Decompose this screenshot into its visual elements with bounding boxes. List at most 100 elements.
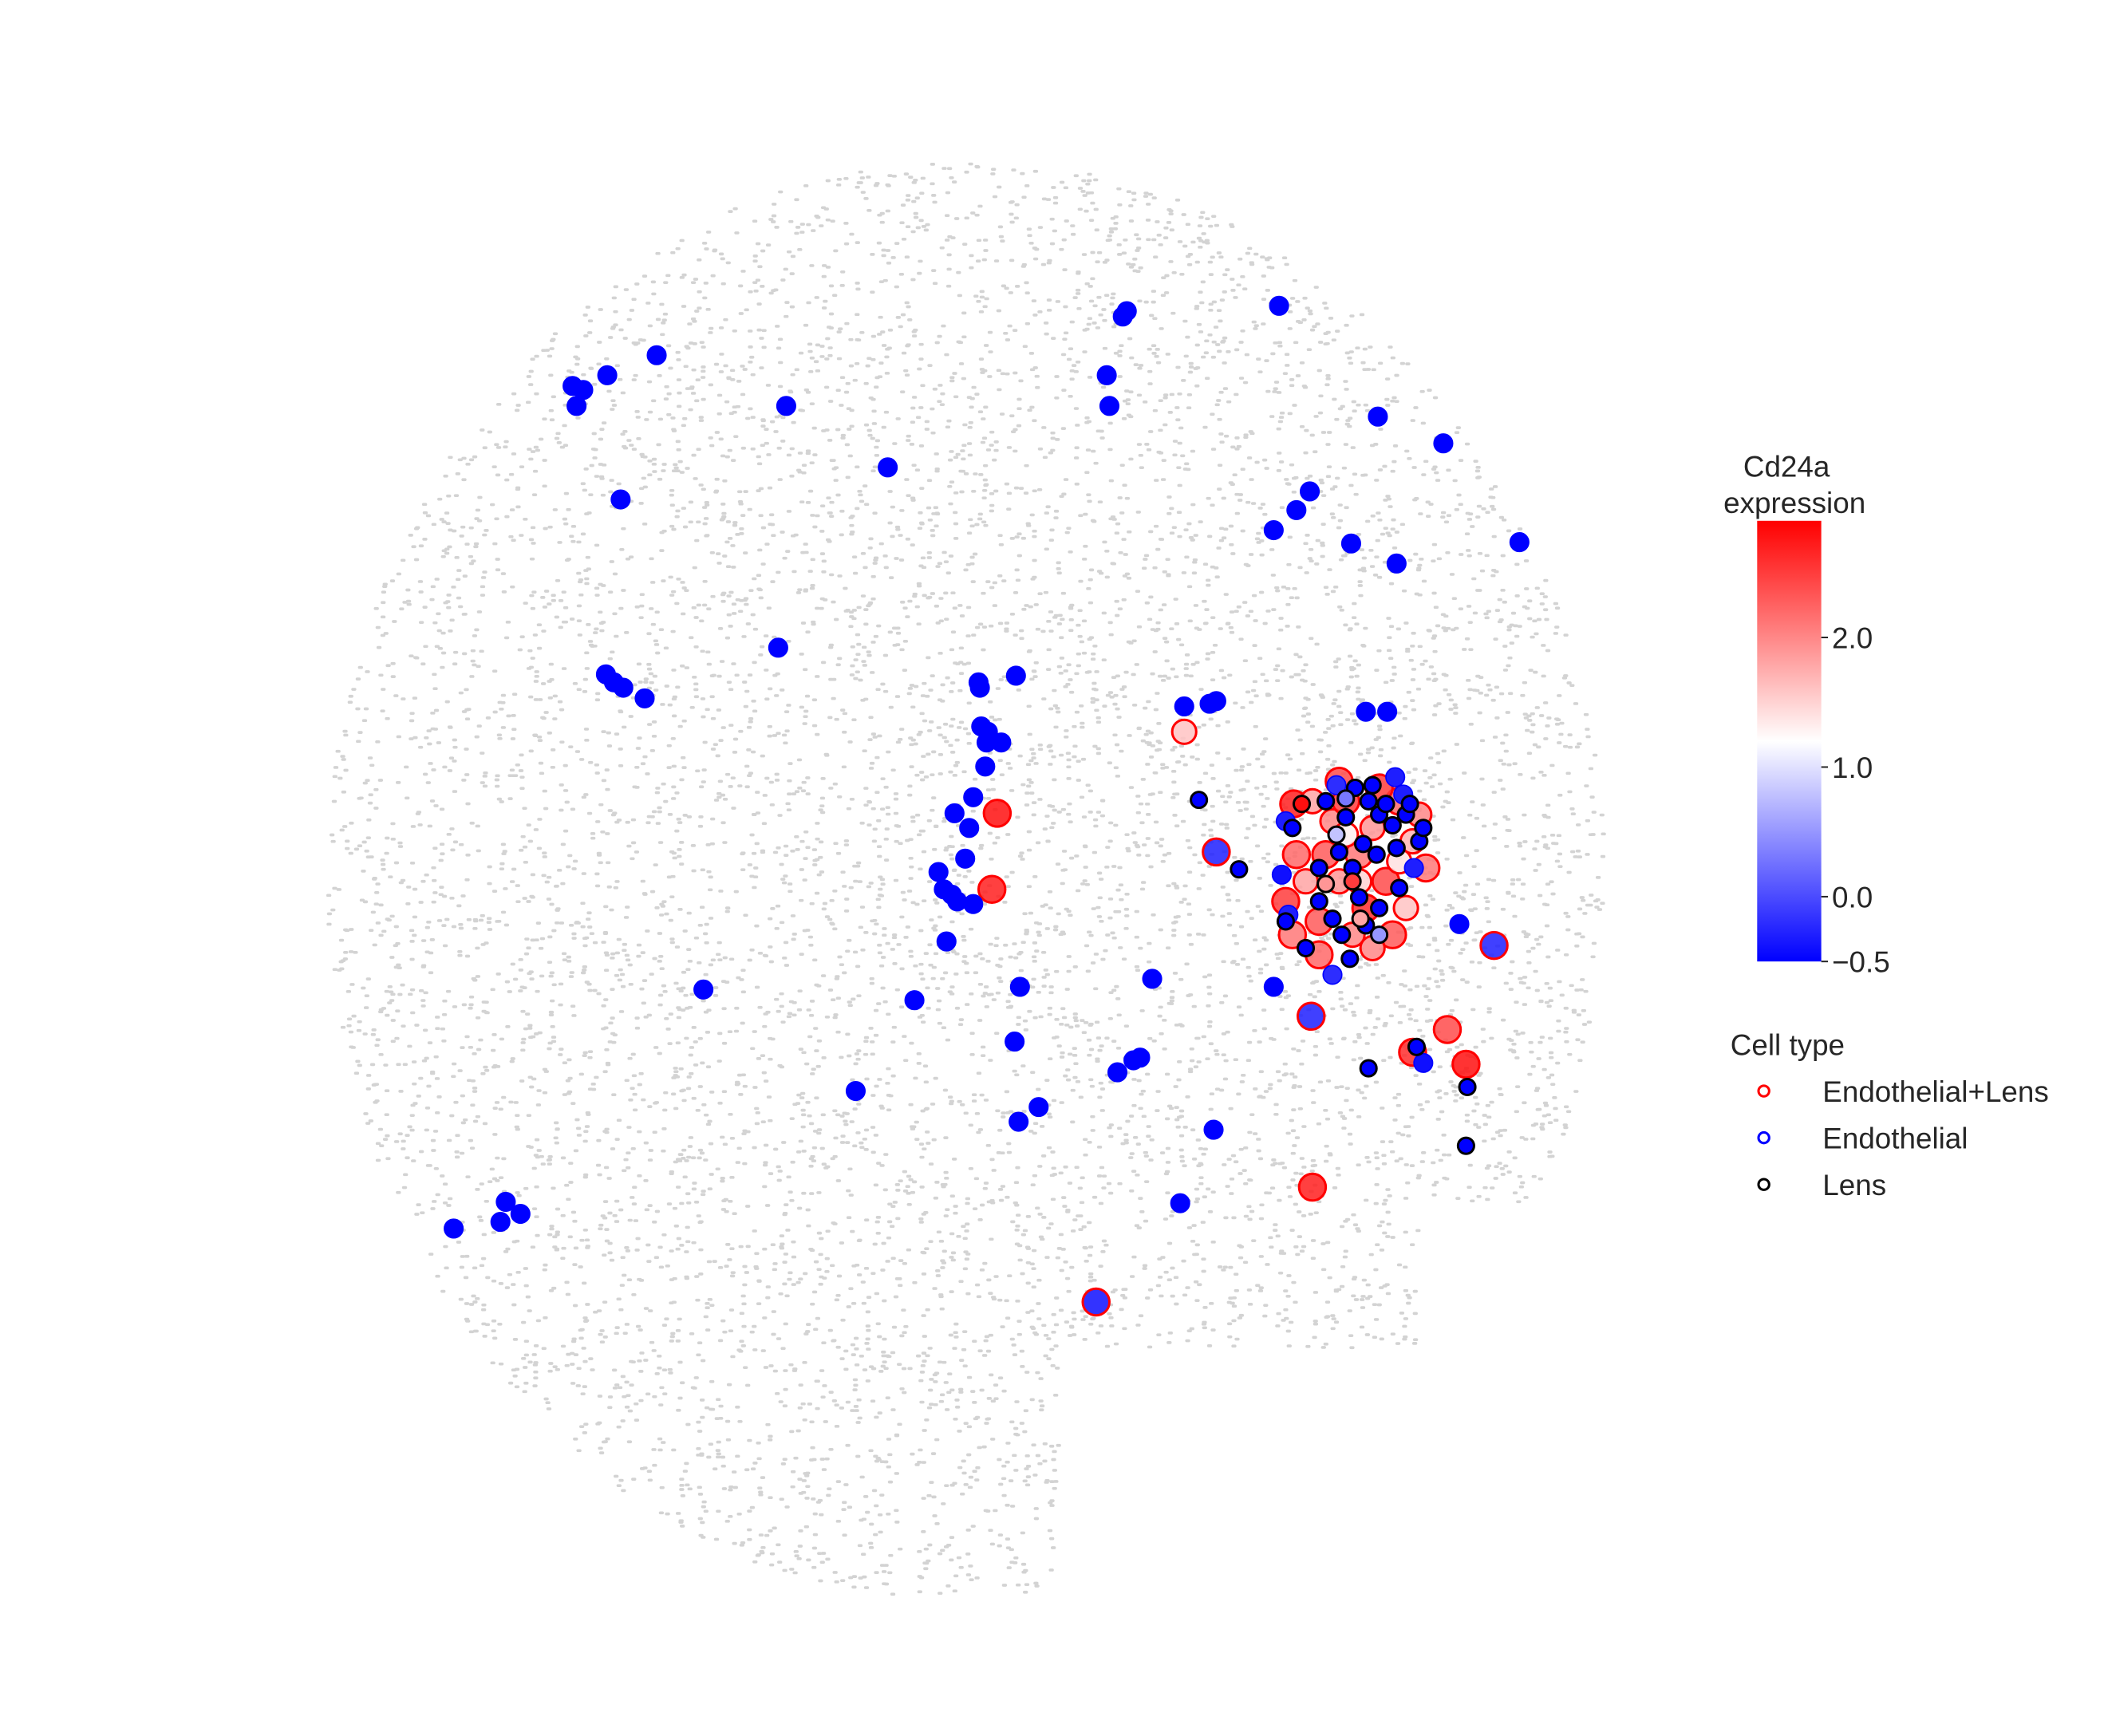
legend-marker-0 [1757,1084,1770,1098]
point-endothelial-55 [1005,1032,1025,1052]
colorbar-tick-label-1: 1.0 [1832,752,1873,784]
point-endothelial-65 [510,1203,531,1225]
point-endothelial-50 [693,979,714,1000]
point-lens-23 [1316,791,1336,811]
point-endothelial-42 [955,848,976,869]
point-endothelial-lens-31 [1392,894,1419,921]
point-endothelial-lens-7 [1170,718,1198,745]
point-endothelial-13 [878,457,898,478]
point-endothelial-64 [495,1191,516,1213]
colorbar-gradient [1757,520,1822,962]
point-lens-12 [1329,842,1348,862]
point-endothelial-20 [1386,553,1407,574]
point-endothelial-lens-12 [1281,840,1312,870]
point-endothelial-61 [1009,1111,1029,1132]
point-endothelial-67 [444,1218,464,1239]
point-endothelial-lens-0 [982,799,1013,828]
point-lens-16 [1309,892,1328,911]
point-lens-30 [1332,925,1352,945]
colorbar-title-line1: Cd24a [1743,451,1830,483]
point-lens-38 [1292,795,1312,814]
point-endothelial-66 [490,1212,511,1233]
colorbar-ticks: 2.0 1.0 0.0 −0.5 [1821,621,1890,979]
point-lens-7 [1359,791,1378,811]
point-endothelial-57 [1123,1050,1144,1071]
point-endothelial-43 [928,862,949,882]
point-lens-40 [1316,874,1336,894]
colorbar-tick-label-3: −0.5 [1832,946,1890,979]
point-lens-14 [1387,838,1406,858]
point-endothelial-76 [1385,767,1406,787]
point-lens-36 [1370,925,1389,945]
point-endothelial-27 [969,677,990,698]
point-lens-32 [1363,775,1382,795]
point-lens-1 [1230,860,1249,879]
point-endothelial-24 [613,677,634,698]
point-endothelial-71 [1271,864,1292,885]
point-lens-29 [1376,795,1395,814]
point-endothelial-lens-2 [1297,1172,1328,1202]
point-endothelial-53 [1142,969,1163,989]
legend-label-1: Endothelial [1822,1122,1968,1155]
point-endothelial-3 [646,345,667,365]
point-endothelial-lens-10 [1202,837,1231,867]
point-lens-34 [1414,819,1433,838]
point-lens-11 [1353,834,1373,854]
point-lens-20 [1340,949,1360,969]
point-endothelial-11 [1368,406,1388,427]
point-lens-17 [1323,909,1342,929]
point-lens-39 [1343,872,1362,891]
point-endothelial-28 [1005,665,1026,686]
point-lens-37 [1351,909,1370,929]
point-endothelial-31 [1206,691,1226,712]
point-lens-25 [1296,938,1316,957]
point-lens-4 [1458,1077,1477,1097]
point-endothelial-18 [1509,532,1530,553]
point-endothelial-7 [566,396,587,416]
point-lens-26 [1349,888,1369,907]
point-endothelial-32 [1356,701,1376,722]
point-endothelial-48 [936,931,957,952]
point-endothelial-69 [1326,775,1347,795]
point-endothelial-lens-3 [1432,1015,1463,1044]
point-endothelial-33 [1377,701,1398,722]
point-endothelial-lens-4 [1451,1049,1481,1079]
point-lens-9 [1336,807,1356,827]
point-endothelial-25 [634,688,655,708]
colorbar: Cd24a expression 2.0 1.0 0.0 −0.5 [1723,451,1890,979]
point-lens-0 [1190,791,1209,810]
point-endothelial-lens-1 [977,874,1007,905]
point-endothelial-75 [1413,1052,1434,1073]
point-endothelial-8 [776,396,796,416]
point-endothelial-15 [1299,481,1320,502]
point-endothelial-9 [1096,365,1117,385]
point-endothelial-59 [845,1080,866,1102]
legend-title: Cell type [1731,1028,1845,1061]
point-endothelial-47 [963,894,984,914]
point-endothelial-lens-9 [1296,1001,1326,1032]
point-endothelial-17 [1263,519,1284,541]
point-endothelial-40 [944,803,965,823]
legend: Cell type Endothelial+Lens Endothelial Len… [1731,1028,2049,1201]
legend-marker-1 [1757,1130,1770,1145]
point-lens-31 [1276,912,1295,931]
point-lens-35 [1327,825,1346,844]
point-endothelial-37 [991,732,1012,753]
point-endothelial-41 [959,818,980,838]
colorbar-tick-label-2: 0.0 [1832,881,1873,913]
point-lens-2 [1359,1059,1378,1078]
point-lens-22 [1283,819,1302,838]
point-endothelial-63 [1170,1193,1190,1213]
point-lens-33 [1400,795,1419,814]
point-endothelial-52 [904,990,925,1011]
point-endothelial-lens-6 [1479,930,1509,961]
colorbar-tick-label-0: 2.0 [1832,621,1873,654]
point-endothelial-29 [1174,696,1194,717]
point-endothelial-38 [975,756,996,777]
point-endothelial-19 [1340,533,1361,554]
point-endothelial-0 [1269,295,1289,316]
data-points [444,295,1530,1317]
point-lens-3 [1407,1037,1427,1056]
point-lens-13 [1367,845,1386,864]
